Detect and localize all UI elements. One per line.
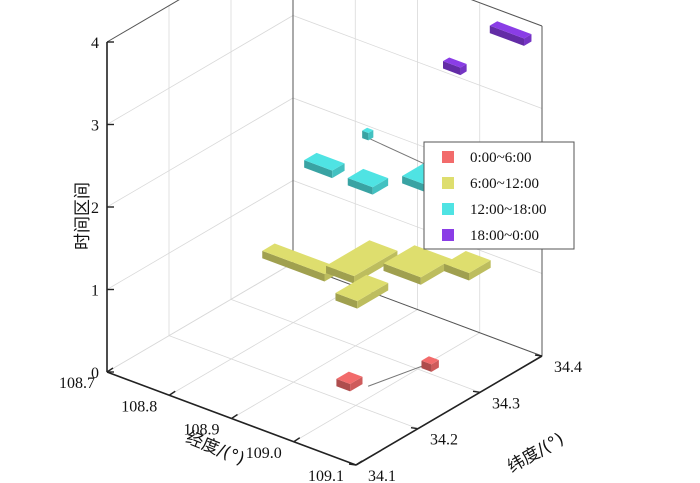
x-tick [168,390,176,396]
cluster-side [383,263,421,285]
legend-swatch [442,203,454,215]
cluster-top [383,245,452,278]
x-tick-label: 109.1 [308,468,344,483]
legend-label: 0:00~6:00 [470,150,531,166]
legend: 0:00~6:00 6:00~12:00 12:00~18:00 18:00~0:00 [423,141,575,250]
cluster-side [347,177,373,195]
z-tick-label: 3 [91,118,99,135]
y-tick [348,463,357,466]
z-tick-label: 1 [91,283,99,300]
cluster-top [443,57,467,68]
cluster-side [326,265,355,284]
y-tick-label: 34.1 [368,468,396,483]
x-tick-label: 109.0 [246,445,282,462]
cluster-top [262,243,337,275]
cluster-top [326,240,398,277]
cluster-top [421,356,439,365]
cluster-side [444,263,469,281]
cluster-top [335,274,389,302]
legend-swatch [442,151,454,163]
z-axis-title: 时间区间 [73,182,93,250]
cluster-side [332,163,345,179]
cluster-top [304,152,345,171]
cluster-side [372,178,389,195]
grid-line [106,262,294,373]
cluster-side [469,260,491,281]
legend-swatch [442,229,454,241]
cluster-side [460,64,467,76]
legend-label: 18:00~0:00 [470,228,539,244]
grid-line [106,15,543,125]
z-tick-label: 0 [91,365,99,382]
cluster-top [347,168,389,188]
cluster-side [368,130,374,141]
cluster-side [524,34,532,46]
legend-label: 12:00~18:00 [470,202,546,218]
cluster-side [357,283,389,309]
cluster-side [304,160,333,179]
cluster-side [335,293,358,309]
series-group [262,240,491,309]
cluster-side [336,378,351,392]
y-tick-label: 34.3 [492,395,520,412]
z-tick-label: 2 [91,200,99,217]
box-edge [292,262,543,357]
cluster-side [350,376,363,392]
cluster-side [362,130,369,141]
link-line [367,364,425,387]
series-group [336,356,439,392]
y-tick-label: 34.2 [430,432,458,449]
legend-items: 0:00~6:00 6:00~12:00 12:00~18:00 18:00~0:00 [442,150,546,244]
cluster-side [443,61,461,76]
box-edge [470,0,543,27]
cluster-top [489,21,532,39]
y-tick [410,426,419,430]
x-tick [355,460,363,466]
box-edge [106,0,180,43]
cluster-side [421,360,432,372]
y-axis-line [355,355,543,466]
axes: 108.7 108.8 108.9 109.0 109.1 34.1 34.2 34.3 34.… [59,35,582,483]
z-tick-label: 4 [91,35,99,52]
grid-line [293,332,480,443]
legend-label: 6:00~12:00 [470,176,539,192]
grid-line [106,0,543,43]
x-tick-label: 108.7 [59,375,95,392]
y-tick [472,390,481,394]
cluster-side [489,25,525,46]
y-axis-title: 纬度/(°) [504,429,567,477]
x-tick-label: 108.8 [121,398,157,415]
cluster-top [336,371,363,384]
cluster-top [444,251,491,274]
legend-swatch [442,177,454,189]
cluster-top [362,127,374,134]
y-tick-label: 34.4 [554,359,582,376]
grid-line [231,309,418,419]
grid-line [169,285,356,396]
cluster-side [262,250,325,282]
x-tick [231,413,238,420]
x-tick [293,437,301,443]
cluster-side [354,250,398,284]
series-group [443,21,532,76]
x-tick-label: 108.9 [184,422,220,439]
cluster-side [431,360,439,372]
y-tick [534,354,543,357]
